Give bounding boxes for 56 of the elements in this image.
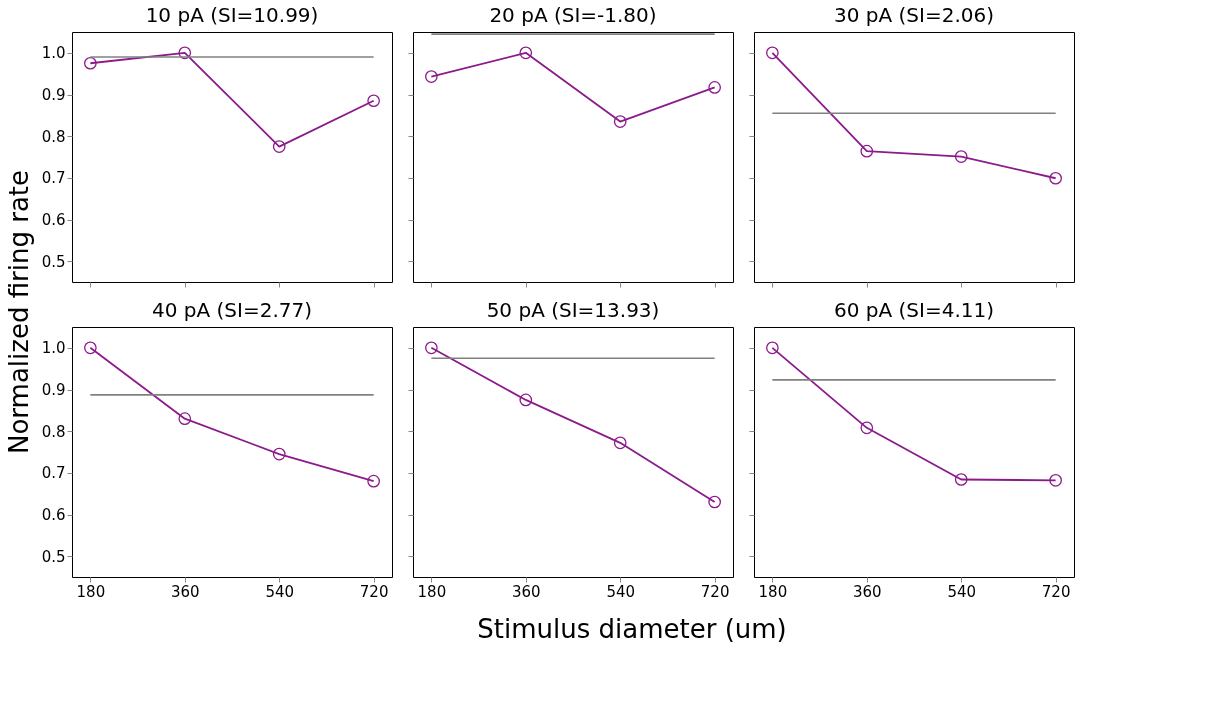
x-tick-label: 540 — [265, 582, 295, 601]
point — [84, 56, 97, 70]
x-tick-label: 720 — [359, 582, 389, 601]
point — [860, 421, 874, 435]
y-tick-label: 1.0 — [41, 44, 66, 63]
point — [1049, 473, 1062, 487]
y-tick-label: 0.8 — [41, 127, 66, 146]
point — [708, 495, 721, 509]
chart-title: 30 pA (SI=2.06) — [833, 3, 995, 27]
point — [272, 140, 286, 153]
y-tick-label: 0.6 — [41, 506, 66, 524]
x-tick-label: 360 — [852, 582, 882, 601]
point — [613, 436, 627, 450]
x-tick-label: 180 — [758, 582, 788, 601]
point — [954, 150, 968, 163]
x-tick-label: 360 — [170, 582, 200, 601]
point — [860, 144, 874, 158]
point — [519, 46, 533, 60]
point — [766, 341, 779, 355]
point — [178, 46, 192, 60]
point — [425, 70, 438, 83]
point — [613, 115, 627, 128]
y-tick-label: 0.5 — [41, 252, 66, 271]
y-tick-label: 0.8 — [41, 422, 66, 441]
x-tick-label: 720 — [1041, 582, 1071, 601]
point — [1049, 171, 1062, 185]
chart-title: 60 pA (SI=4.11) — [833, 298, 995, 322]
point — [178, 412, 192, 426]
point — [84, 341, 97, 355]
point — [708, 81, 721, 94]
y-tick-label: 0.9 — [41, 381, 66, 399]
x-tick-label: 360 — [511, 582, 541, 601]
x-tick-label: 180 — [76, 582, 106, 601]
point — [367, 94, 380, 108]
chart-title: 40 pA (SI=2.77) — [151, 298, 313, 322]
y-tick-label: 0.9 — [41, 86, 66, 104]
y-tick-label: 0.6 — [41, 211, 66, 229]
x-tick-label: 720 — [700, 582, 730, 601]
point — [425, 341, 438, 355]
y-tick-label: 0.7 — [41, 169, 66, 188]
x-tick-label: 540 — [606, 582, 636, 601]
y-tick-label: 0.5 — [41, 547, 66, 566]
chart-title: 10 pA (SI=10.99) — [145, 3, 319, 27]
point — [519, 393, 533, 407]
point — [766, 46, 779, 60]
y-tick-label: 0.7 — [41, 464, 66, 483]
x-axis-title: Stimulus diameter (um) — [477, 614, 787, 644]
chart-title: 20 pA (SI=-1.80) — [489, 3, 657, 27]
chart-title: 50 pA (SI=13.93) — [486, 298, 660, 322]
x-tick-label: 540 — [947, 582, 977, 601]
y-tick-label: 1.0 — [41, 339, 66, 358]
x-tick-label: 180 — [417, 582, 447, 601]
point — [954, 473, 968, 486]
y-axis-title: Normalized firing rate — [4, 169, 34, 455]
point — [272, 447, 286, 461]
point — [367, 474, 380, 488]
